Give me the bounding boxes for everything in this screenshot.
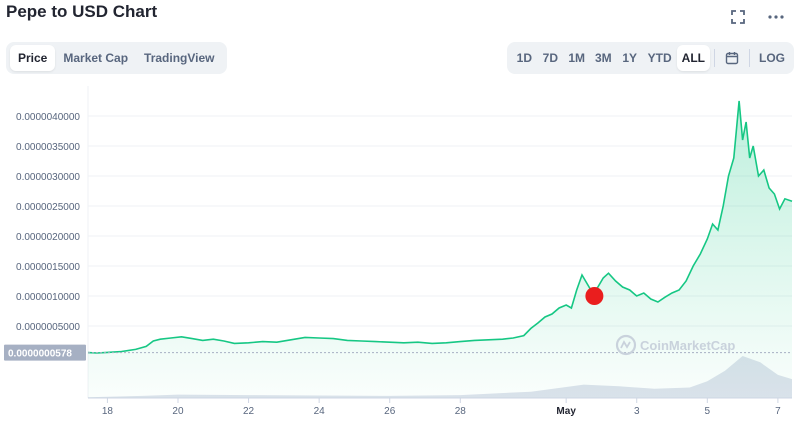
y-tick-label: 0.0000005000 — [16, 322, 80, 333]
range-3m[interactable]: 3M — [595, 51, 612, 65]
price-line — [87, 100, 793, 354]
range-1y[interactable]: 1Y — [622, 51, 638, 65]
x-tick-label: 22 — [243, 406, 255, 417]
price-chart[interactable]: 0.0000005000 0.0000010000 0.0000015000 0.00… — [0, 80, 800, 423]
position-marker — [585, 287, 604, 305]
log-scale-toggle[interactable]: LOG — [759, 51, 785, 65]
more-horizontal-icon[interactable] — [764, 6, 788, 28]
x-axis: 18 20 22 24 26 28 May 3 5 7 — [102, 398, 781, 417]
chart-view-tabs: Price Market Cap TradingView — [6, 42, 227, 74]
y-tick-label: 0.0000030000 — [16, 172, 80, 183]
tab-market-cap[interactable]: Market Cap — [63, 51, 129, 65]
y-axis: 0.0000005000 0.0000010000 0.0000015000 0.00… — [16, 112, 80, 333]
x-tick-label: May — [556, 406, 576, 417]
coinmarketcap-logo-icon — [615, 334, 637, 356]
y-tick-label: 0.0000015000 — [16, 262, 80, 273]
x-tick-label: 3 — [634, 406, 640, 417]
x-tick-label: 5 — [705, 406, 711, 417]
y-tick-label: 0.0000040000 — [16, 112, 80, 123]
expand-icon[interactable] — [726, 6, 750, 28]
range-all[interactable]: ALL — [676, 45, 710, 71]
y-tick-label: 0.0000035000 — [16, 142, 80, 153]
x-tick-label: 7 — [775, 406, 781, 417]
x-tick-label: 24 — [314, 406, 326, 417]
range-7d[interactable]: 7D — [542, 51, 558, 65]
range-1d[interactable]: 1D — [516, 51, 532, 65]
range-1m[interactable]: 1M — [568, 51, 585, 65]
x-tick-label: 18 — [102, 406, 114, 417]
tab-price[interactable]: Price — [10, 45, 56, 71]
y-tick-label: 0.0000010000 — [16, 292, 80, 303]
range-ytd[interactable]: YTD — [647, 51, 672, 65]
y-tick-label: 0.0000020000 — [16, 232, 80, 243]
tab-tradingview[interactable]: TradingView — [144, 51, 215, 65]
calendar-icon[interactable] — [719, 45, 745, 71]
x-tick-label: 28 — [455, 406, 467, 417]
x-tick-label: 20 — [172, 406, 184, 417]
divider — [714, 49, 715, 67]
time-range-tabs: 1D 7D 1M 3M 1Y YTD ALL LOG — [507, 42, 794, 74]
current-price-tag: 0.0000000578 — [4, 344, 86, 361]
coinmarketcap-watermark: CoinMarketCap — [615, 334, 735, 356]
chart-title: Pepe to USD Chart — [6, 2, 158, 21]
price-area-fill — [88, 101, 792, 398]
x-tick-label: 26 — [384, 406, 396, 417]
divider — [749, 49, 750, 67]
current-price-label: 0.0000000578 — [8, 349, 72, 360]
y-tick-label: 0.0000025000 — [16, 202, 80, 213]
watermark-text: CoinMarketCap — [640, 338, 735, 353]
